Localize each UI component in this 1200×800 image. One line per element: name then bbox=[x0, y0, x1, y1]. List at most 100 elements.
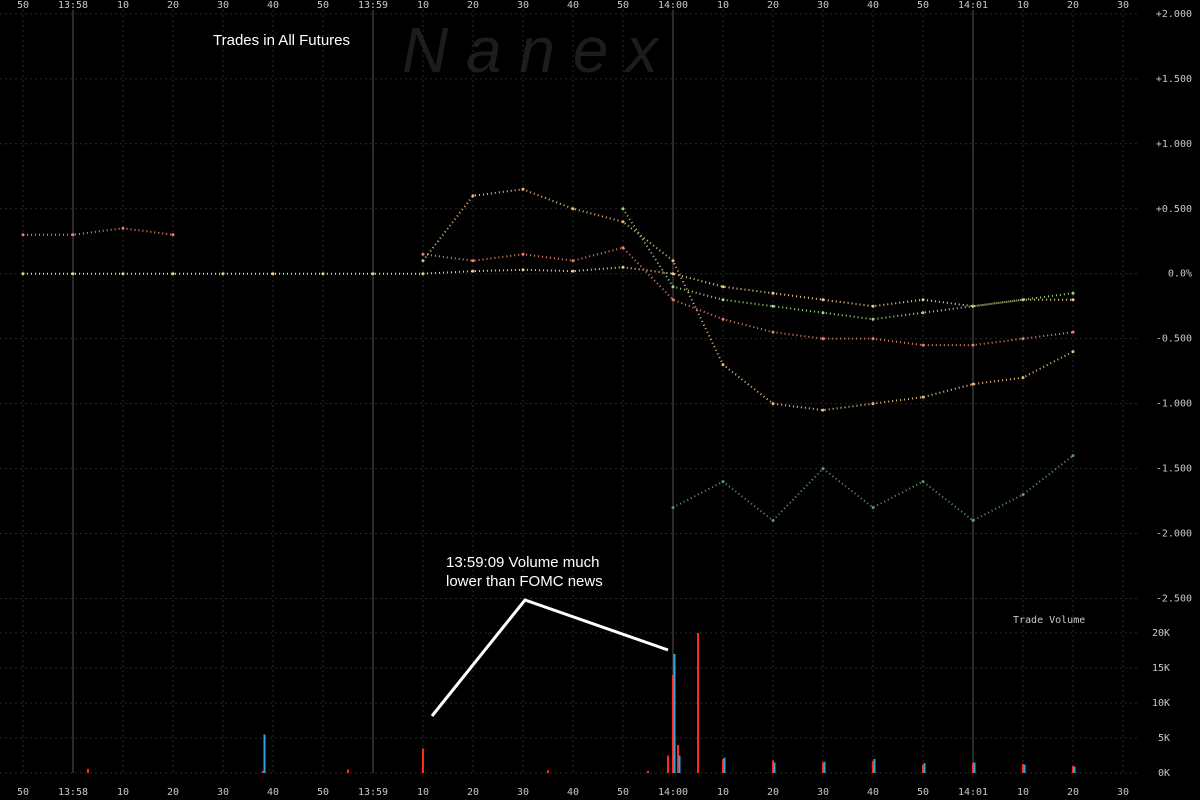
volume-bar bbox=[1022, 763, 1024, 773]
x-tick-label: 40 bbox=[567, 0, 579, 11]
trade-dot bbox=[721, 480, 725, 484]
trade-dot bbox=[521, 252, 525, 256]
trade-dot bbox=[971, 519, 975, 523]
x-tick-label: 10 bbox=[417, 787, 429, 798]
x-tick-label: 13:58 bbox=[58, 0, 88, 11]
trade-dot bbox=[521, 268, 525, 272]
trade-dot bbox=[871, 337, 875, 341]
x-tick-label: 50 bbox=[917, 787, 929, 798]
annotation: 13:59:09 Volume much bbox=[446, 554, 599, 571]
trade-series bbox=[422, 246, 1074, 347]
x-tick-label: 14:01 bbox=[958, 787, 988, 798]
volume-bar bbox=[972, 763, 974, 773]
x-tick-label: 30 bbox=[817, 0, 829, 11]
x-tick-label: 30 bbox=[1117, 0, 1129, 11]
x-tick-label: 13:58 bbox=[58, 787, 88, 798]
trade-dot bbox=[871, 402, 875, 406]
x-tick-label: 40 bbox=[267, 787, 279, 798]
trade-dot bbox=[571, 207, 575, 211]
x-tick-label: 20 bbox=[167, 0, 179, 11]
x-tick-label: 30 bbox=[217, 0, 229, 11]
x-tick-label: 30 bbox=[217, 787, 229, 798]
trade-dot bbox=[921, 480, 925, 484]
trade-dot bbox=[721, 317, 725, 321]
volume-bar bbox=[422, 748, 424, 773]
x-tick-label: 50 bbox=[617, 0, 629, 11]
volume-bar bbox=[667, 755, 669, 773]
x-tick-label: 20 bbox=[1067, 0, 1079, 11]
volume-bar bbox=[973, 762, 976, 773]
x-tick-label: 50 bbox=[617, 787, 629, 798]
trade-dot bbox=[921, 343, 925, 347]
x-tick-label: 10 bbox=[717, 0, 729, 11]
x-tick-label: 40 bbox=[867, 0, 879, 11]
trade-dot bbox=[71, 233, 75, 237]
trade-dot bbox=[821, 467, 825, 471]
x-tick-label: 50 bbox=[317, 0, 329, 11]
trade-dot bbox=[671, 285, 675, 289]
trade-dot bbox=[971, 304, 975, 308]
plot bbox=[21, 187, 1076, 773]
volume-label: Trade Volume bbox=[1013, 615, 1085, 626]
watermark: N a n e x bbox=[402, 14, 660, 86]
volume-bar bbox=[677, 745, 679, 773]
trade-dot bbox=[771, 330, 775, 334]
x-tick-label: 20 bbox=[467, 0, 479, 11]
y-tick-label: -2.000 bbox=[1156, 529, 1192, 540]
x-tick-label: 30 bbox=[517, 787, 529, 798]
annotation-pointer bbox=[430, 598, 669, 717]
x-tick-label: 40 bbox=[867, 787, 879, 798]
trade-dot bbox=[221, 272, 225, 276]
trade-dot bbox=[671, 298, 675, 302]
volume-bar bbox=[263, 734, 266, 773]
trade-dot bbox=[1071, 350, 1075, 354]
x-tick-label: 50 bbox=[17, 787, 29, 798]
trade-dot bbox=[371, 272, 375, 276]
x-tick-label: 14:01 bbox=[958, 0, 988, 11]
y-tick-label: +0.500 bbox=[1156, 204, 1192, 215]
x-tick-label: 13:59 bbox=[358, 0, 388, 11]
trade-dot bbox=[671, 259, 675, 263]
trade-dot bbox=[1071, 291, 1075, 295]
trade-dot bbox=[821, 408, 825, 412]
trade-dot bbox=[621, 246, 625, 250]
trade-dot bbox=[621, 220, 625, 224]
volume-bar bbox=[262, 770, 264, 773]
x-tick-label: 40 bbox=[567, 787, 579, 798]
volume-bar bbox=[647, 770, 649, 773]
trade-dot bbox=[671, 272, 675, 276]
y-tick-label: 0.0% bbox=[1168, 269, 1192, 280]
volume-bar bbox=[923, 763, 926, 773]
chart-title: Trades in All Futures bbox=[213, 32, 350, 49]
trade-dot bbox=[721, 285, 725, 289]
trade-dot bbox=[1071, 454, 1075, 458]
x-tick-label: 50 bbox=[917, 0, 929, 11]
trade-dot bbox=[471, 259, 475, 263]
y-tick-label: 20K bbox=[1152, 628, 1170, 639]
x-tick-label: 20 bbox=[1067, 787, 1079, 798]
trade-dot bbox=[321, 272, 325, 276]
x-tick-label: 20 bbox=[767, 787, 779, 798]
trade-dot bbox=[471, 269, 475, 273]
trade-dot bbox=[771, 519, 775, 523]
y-tick-label: -1.500 bbox=[1156, 464, 1192, 475]
volume-bar bbox=[723, 757, 726, 773]
y-tick-label: 15K bbox=[1152, 663, 1170, 674]
trade-dot bbox=[771, 291, 775, 295]
trade-dot bbox=[721, 363, 725, 367]
volume-bar bbox=[1073, 766, 1076, 773]
y-tick-label: 10K bbox=[1152, 698, 1170, 709]
y-tick-label: 5K bbox=[1158, 733, 1170, 744]
y-tick-label: -0.500 bbox=[1156, 334, 1192, 345]
trade-dot bbox=[621, 265, 625, 269]
trade-dot bbox=[721, 298, 725, 302]
trade-dot bbox=[471, 194, 475, 198]
volume-bar bbox=[873, 759, 876, 773]
volume-bar bbox=[722, 759, 724, 773]
trade-series bbox=[23, 266, 1073, 308]
trade-dot bbox=[921, 298, 925, 302]
trade-dot bbox=[1021, 376, 1025, 380]
volume-bar bbox=[823, 761, 826, 773]
volume-bar bbox=[672, 675, 674, 773]
